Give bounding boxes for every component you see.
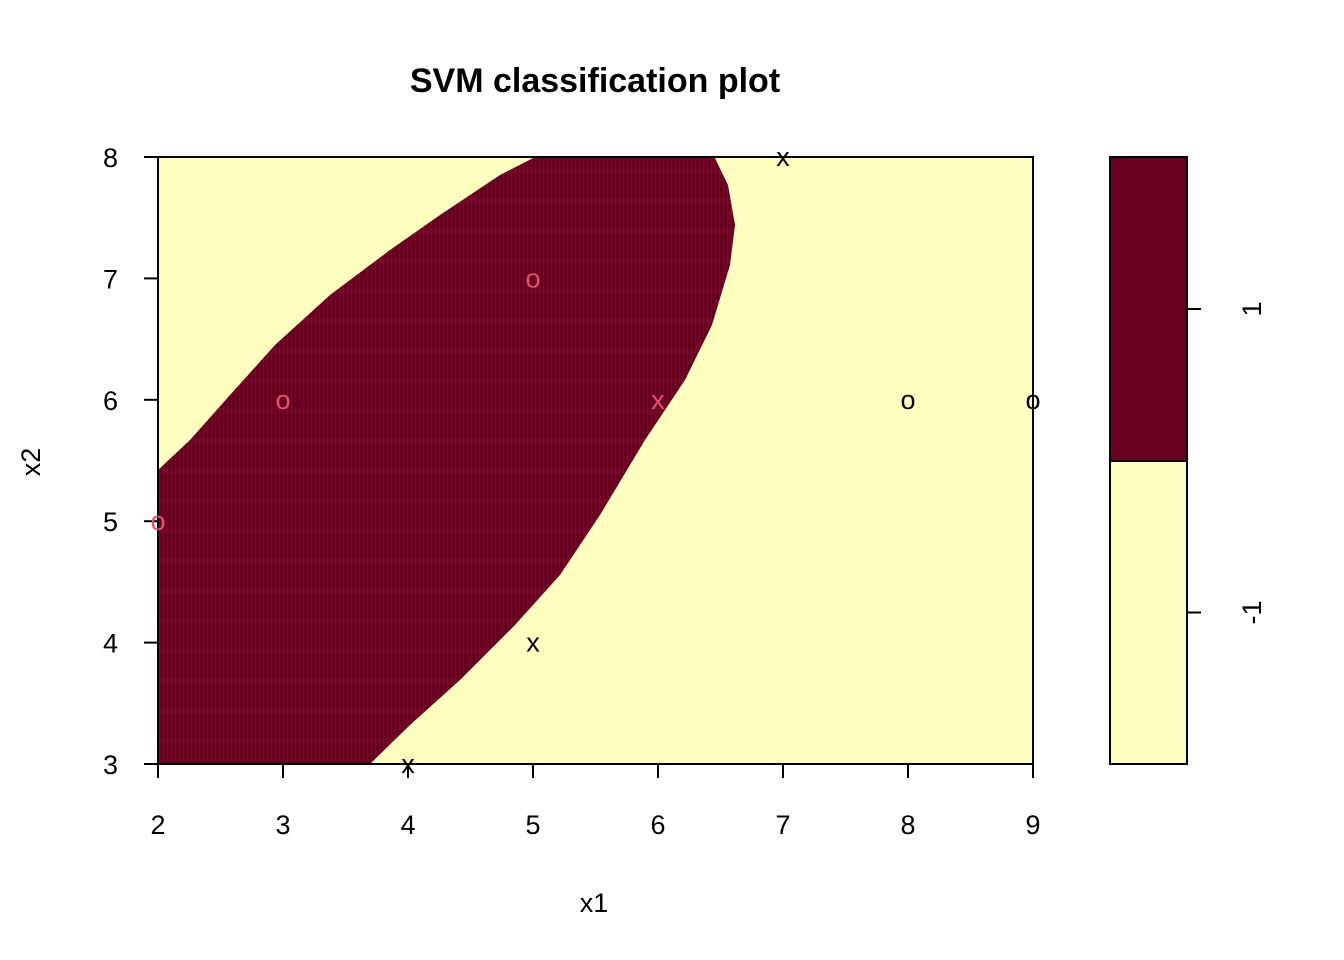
legend-swatch-class-1 [1110, 157, 1187, 461]
x-tick-label: 9 [1025, 810, 1040, 840]
chart-title: SVM classification plot [410, 62, 780, 100]
data-point: o [1025, 385, 1040, 415]
legend-swatch-class-minus1 [1110, 461, 1187, 764]
plot-area [157, 156, 1034, 765]
x-tick-label: 3 [275, 810, 290, 840]
region-class-1 [158, 157, 735, 764]
data-point: o [275, 385, 290, 415]
data-point: x [776, 142, 790, 172]
x-tick-label: 7 [775, 810, 790, 840]
data-point: x [526, 628, 540, 658]
color-legend: 1 -1 [1109, 156, 1267, 765]
data-point: o [900, 385, 915, 415]
data-point: o [525, 263, 540, 293]
x-axis-label: x1 [580, 888, 609, 918]
y-axis: 3 4 5 6 7 8 [103, 143, 159, 780]
data-point: x [651, 385, 665, 415]
y-tick-label: 5 [103, 507, 118, 537]
x-tick-label: 8 [900, 810, 915, 840]
y-tick-label: 8 [103, 143, 118, 173]
y-tick-label: 3 [103, 750, 118, 780]
x-tick-label: 4 [400, 810, 415, 840]
legend-label: -1 [1237, 600, 1267, 624]
y-tick-label: 6 [103, 386, 118, 416]
x-tick-label: 6 [650, 810, 665, 840]
y-axis-label: x2 [16, 448, 46, 477]
x-tick-label: 5 [525, 810, 540, 840]
y-tick-label: 7 [103, 264, 118, 294]
data-point: o [150, 506, 165, 536]
x-axis: 2 3 4 5 6 7 8 9 [150, 763, 1041, 840]
legend-label: 1 [1237, 301, 1267, 316]
y-tick-label: 4 [103, 629, 118, 659]
data-points: x o o x o o o x x [150, 142, 1040, 779]
x-tick-label: 2 [150, 810, 165, 840]
data-point: x [401, 749, 415, 779]
